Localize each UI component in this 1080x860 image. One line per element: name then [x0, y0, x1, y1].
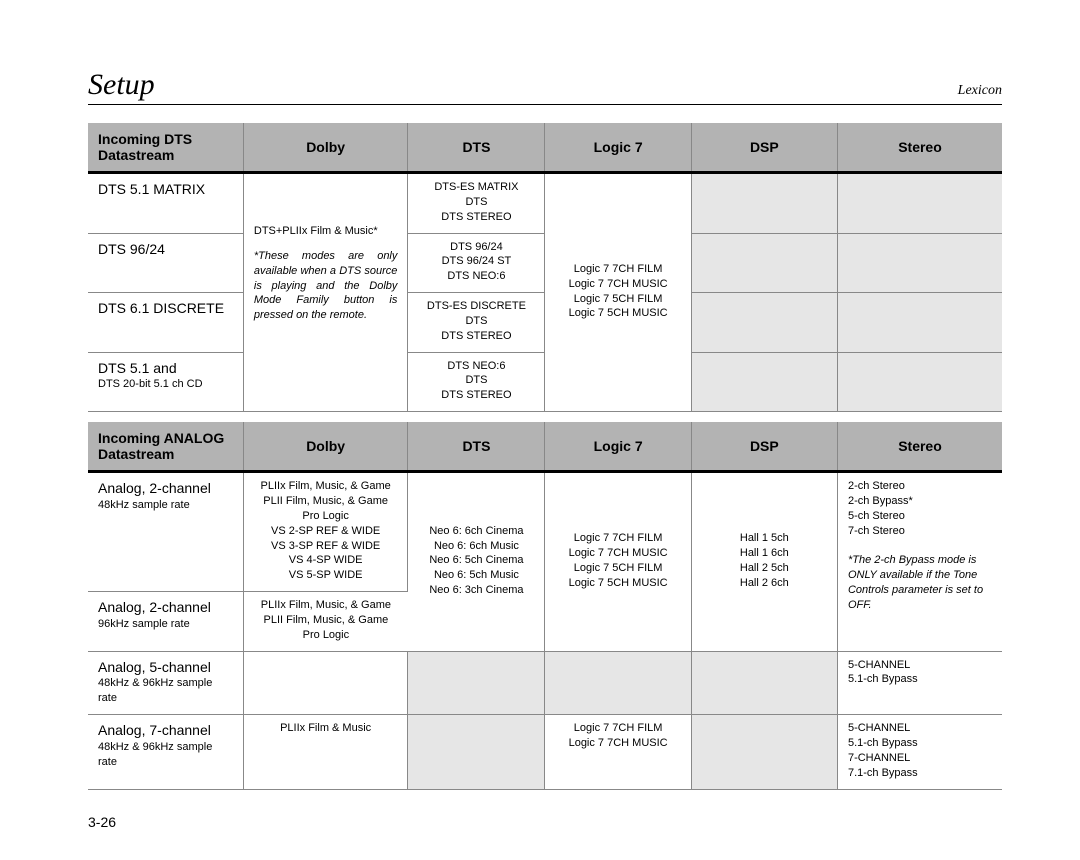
dsp-cell — [691, 293, 837, 353]
row-label: DTS 96/24 — [88, 233, 243, 293]
stereo-cell — [837, 293, 1002, 353]
logic7-merged-cell: Logic 7 7CH FILM Logic 7 7CH MUSIC Logic… — [545, 173, 691, 412]
dolby-cell: PLIIx Film & Music — [243, 715, 408, 789]
dsp-cell — [691, 651, 837, 715]
dsp-cell — [691, 715, 837, 789]
analog-table: Incoming ANALOG Datastream Dolby DTS Log… — [88, 422, 1002, 789]
dts-cell: DTS-ES MATRIX DTS DTS STEREO — [408, 173, 545, 234]
table-row: Analog, 2-channel 48kHz sample rate PLII… — [88, 472, 1002, 592]
logic7-cell: Logic 7 7CH FILM Logic 7 7CH MUSIC — [545, 715, 691, 789]
dts-cell — [408, 651, 545, 715]
col-header: Incoming DTS Datastream — [88, 123, 243, 173]
dts-cell — [408, 715, 545, 789]
row-label: DTS 6.1 DISCRETE — [88, 293, 243, 353]
col-header: DTS — [408, 123, 545, 173]
stereo-merged-cell: 2-ch Stereo 2-ch Bypass* 5-ch Stereo 7-c… — [837, 472, 1002, 651]
col-header: Dolby — [243, 422, 408, 472]
table-header-row: Incoming DTS Datastream Dolby DTS Logic … — [88, 123, 1002, 173]
stereo-cell — [837, 233, 1002, 293]
stereo-cell — [837, 352, 1002, 412]
row-label: Analog, 2-channel 48kHz sample rate — [88, 472, 243, 592]
logic7-merged-cell: Logic 7 7CH FILM Logic 7 7CH MUSIC Logic… — [545, 472, 691, 651]
col-header: DSP — [691, 123, 837, 173]
stereo-cell: 5-CHANNEL 5.1-ch Bypass — [837, 651, 1002, 715]
table-row: DTS 5.1 MATRIX DTS+PLIIx Film & Music**T… — [88, 173, 1002, 234]
dolby-cell — [243, 651, 408, 715]
logic7-cell — [545, 651, 691, 715]
dts-cell: DTS-ES DISCRETE DTS DTS STEREO — [408, 293, 545, 353]
dsp-cell — [691, 352, 837, 412]
col-header: Logic 7 — [545, 123, 691, 173]
row-label: Analog, 5-channel 48kHz & 96kHz sample r… — [88, 651, 243, 715]
dolby-merged-cell: DTS+PLIIx Film & Music**These modes are … — [243, 173, 408, 412]
dts-cell: DTS NEO:6 DTS DTS STEREO — [408, 352, 545, 412]
brand-label: Lexicon — [958, 83, 1002, 99]
stereo-cell — [837, 173, 1002, 234]
dts-table: Incoming DTS Datastream Dolby DTS Logic … — [88, 123, 1002, 412]
col-header: Logic 7 — [545, 422, 691, 472]
table-row: Analog, 5-channel 48kHz & 96kHz sample r… — [88, 651, 1002, 715]
row-label: Analog, 7-channel 48kHz & 96kHz sample r… — [88, 715, 243, 789]
dsp-merged-cell: Hall 1 5ch Hall 1 6ch Hall 2 5ch Hall 2 … — [691, 472, 837, 651]
col-header: Stereo — [837, 422, 1002, 472]
col-header: Stereo — [837, 123, 1002, 173]
row-label: DTS 5.1 and DTS 20-bit 5.1 ch CD — [88, 352, 243, 412]
dolby-cell: PLIIx Film, Music, & Game PLII Film, Mus… — [243, 592, 408, 652]
page: Setup Lexicon Incoming DTS Datastream Do… — [0, 0, 1080, 860]
stereo-cell: 5-CHANNEL 5.1-ch Bypass 7-CHANNEL 7.1-ch… — [837, 715, 1002, 789]
col-header: DTS — [408, 422, 545, 472]
col-header: Dolby — [243, 123, 408, 173]
row-label: DTS 5.1 MATRIX — [88, 173, 243, 234]
dts-cell: DTS 96/24 DTS 96/24 ST DTS NEO:6 — [408, 233, 545, 293]
page-number: 3-26 — [88, 814, 1002, 830]
page-title: Setup — [88, 68, 155, 102]
col-header: DSP — [691, 422, 837, 472]
row-label: Analog, 2-channel 96kHz sample rate — [88, 592, 243, 652]
dsp-cell — [691, 233, 837, 293]
dolby-cell: PLIIx Film, Music, & Game PLII Film, Mus… — [243, 472, 408, 592]
table-row: Analog, 7-channel 48kHz & 96kHz sample r… — [88, 715, 1002, 789]
dsp-cell — [691, 173, 837, 234]
dts-merged-cell: Neo 6: 6ch Cinema Neo 6: 6ch Music Neo 6… — [408, 472, 545, 651]
col-header: Incoming ANALOG Datastream — [88, 422, 243, 472]
table-header-row: Incoming ANALOG Datastream Dolby DTS Log… — [88, 422, 1002, 472]
page-header: Setup Lexicon — [88, 68, 1002, 105]
